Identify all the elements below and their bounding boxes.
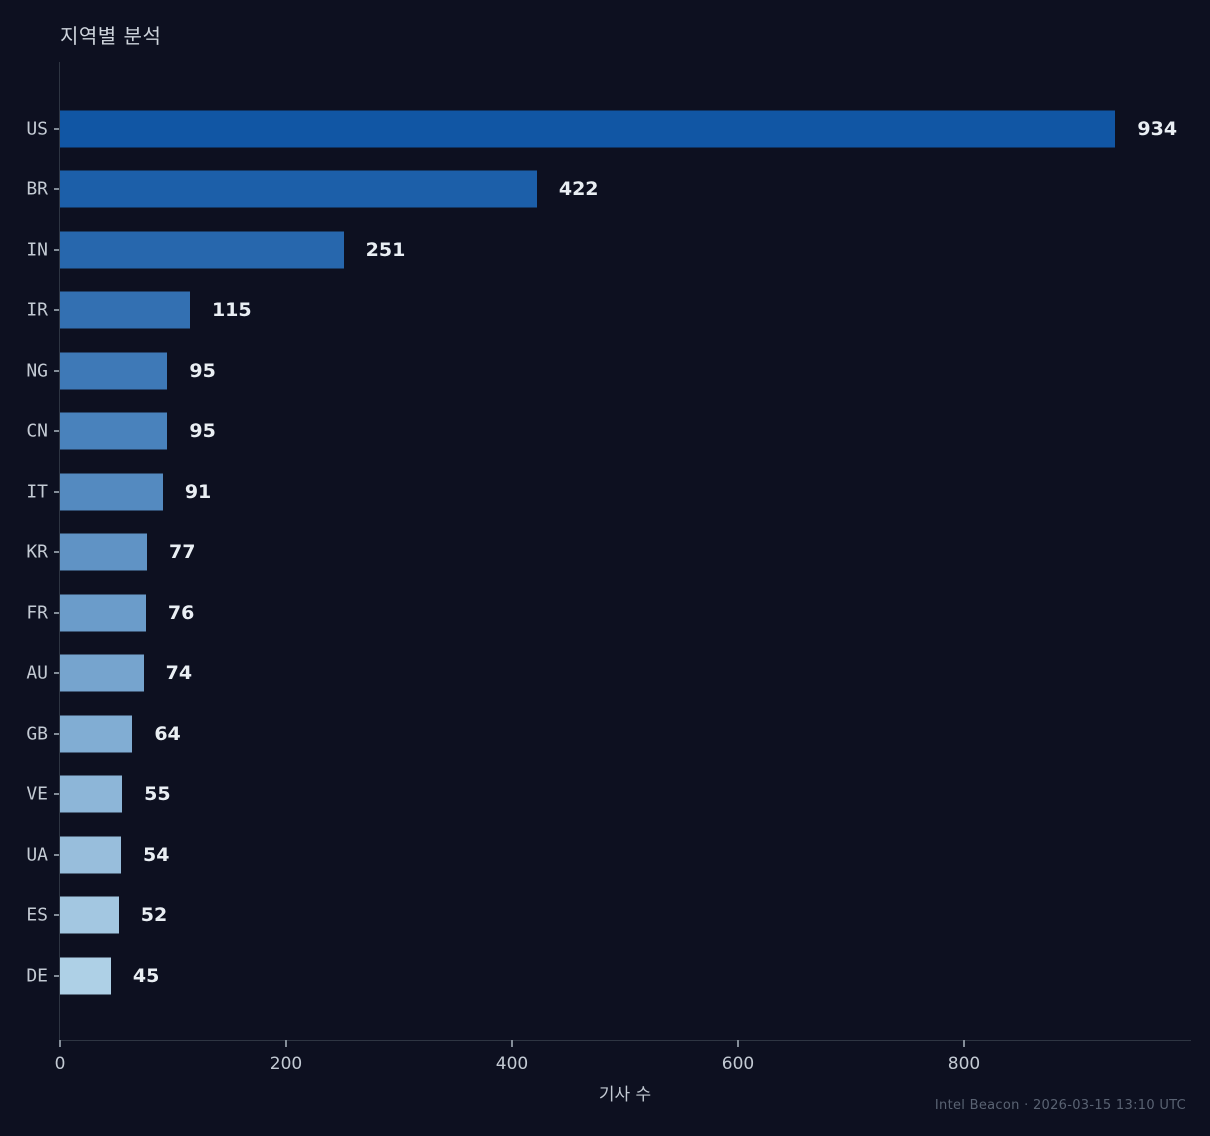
bar (60, 775, 123, 813)
value-label: 422 (558, 178, 599, 201)
category-label: GB (26, 723, 48, 745)
category-label: IN (26, 239, 48, 261)
y-tick (54, 793, 59, 796)
chart-title: 지역별 분석 (60, 24, 162, 48)
y-tick (54, 732, 59, 735)
y-tick (54, 188, 59, 191)
value-label: 95 (189, 359, 216, 382)
category-label: IT (26, 481, 48, 503)
bar (60, 110, 1116, 147)
category-label: FR (26, 602, 48, 624)
bar (60, 412, 168, 450)
y-tick (54, 430, 59, 433)
bar-row: AU 74 (26, 643, 1190, 704)
x-tick-label: 200 (269, 1054, 303, 1074)
bar (60, 533, 147, 571)
x-axis-spine (59, 1040, 1191, 1041)
x-tick-label: 0 (54, 1054, 66, 1074)
y-tick (54, 672, 59, 675)
y-axis-spine (59, 62, 60, 1040)
value-label: 55 (144, 783, 171, 806)
y-tick (54, 914, 59, 917)
bar-row: ES 52 (26, 885, 1190, 946)
bar-row: IR 115 (26, 280, 1190, 341)
bar-row: KR 77 (26, 522, 1190, 583)
value-label: 76 (167, 601, 195, 624)
value-label: 95 (189, 420, 216, 443)
y-tick (54, 309, 59, 312)
category-label: UA (26, 844, 48, 866)
bar-row: BR 422 (26, 159, 1190, 220)
category-label: US (26, 118, 48, 139)
plot-area: US 934 BR 422 IN 251 IR 115 NG 95 CN 95 IT 91 KR 77 FR 76… (26, 62, 1190, 1074)
value-label: 52 (140, 904, 168, 927)
value-label: 77 (169, 541, 196, 564)
bar (60, 473, 163, 511)
value-label: 251 (365, 238, 406, 261)
bar (60, 352, 168, 390)
x-tick (511, 1040, 513, 1047)
category-label: AU (26, 662, 48, 684)
y-tick (54, 611, 59, 614)
category-label: CN (26, 420, 48, 442)
y-tick (54, 248, 59, 251)
x-tick (963, 1040, 965, 1047)
y-tick (54, 853, 59, 856)
bar-row: FR 76 (26, 582, 1190, 643)
bar (60, 594, 146, 632)
x-tick (737, 1040, 739, 1047)
bar (60, 231, 344, 269)
bar-row: DE 45 (26, 945, 1190, 1006)
value-label: 45 (132, 964, 160, 987)
bar-row: IT 91 (26, 461, 1190, 522)
bar (60, 896, 119, 934)
value-label: 64 (154, 722, 181, 745)
category-label: KR (26, 541, 48, 563)
value-label: 74 (165, 662, 193, 685)
bar (60, 836, 122, 874)
bar-row: IN 251 (26, 219, 1190, 280)
x-tick-label: 400 (495, 1054, 529, 1074)
bar (60, 291, 190, 329)
x-tick (285, 1040, 287, 1047)
bar-row: UA 54 (26, 824, 1190, 885)
value-label: 91 (184, 480, 212, 503)
x-axis-label: 기사 수 (598, 1085, 652, 1105)
bar (60, 715, 133, 753)
y-tick (54, 127, 59, 130)
bar-row: GB 64 (26, 703, 1190, 764)
x-tick-label: 600 (721, 1054, 755, 1074)
bar (60, 170, 537, 208)
category-label: VE (26, 783, 48, 805)
x-tick (59, 1040, 61, 1047)
category-label: ES (26, 904, 48, 926)
y-tick (54, 551, 59, 554)
value-label: 54 (143, 843, 170, 866)
y-tick (54, 369, 59, 372)
y-tick (54, 974, 59, 977)
bar-row: VE 55 (26, 764, 1190, 825)
category-label: DE (26, 965, 48, 987)
footer-caption: Intel Beacon · 2026-03-15 13:10 UTC (934, 1098, 1186, 1113)
value-label: 934 (1137, 117, 1178, 140)
bar-row: NG 95 (26, 340, 1190, 401)
category-label: NG (26, 360, 48, 382)
bar-row: CN 95 (26, 401, 1190, 462)
x-tick-label: 800 (947, 1054, 981, 1074)
category-label: IR (26, 299, 48, 321)
value-label: 115 (211, 299, 252, 322)
category-label: BR (26, 178, 48, 200)
bar (60, 654, 144, 692)
y-tick (54, 490, 59, 493)
bar-row: US 934 (26, 98, 1190, 159)
bar (60, 957, 111, 995)
